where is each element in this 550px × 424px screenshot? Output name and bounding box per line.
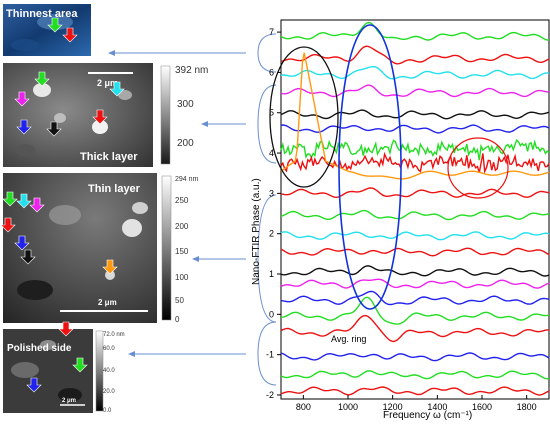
spectrum-line-green — [280, 138, 550, 161]
x-tick-label: 1000 — [338, 402, 358, 412]
thin-cbar-tick: 50 — [175, 296, 184, 305]
spectrum-line-magenta — [280, 278, 550, 289]
polished-colorbar — [95, 330, 104, 412]
panel-thick: 2 μm Thick layer 392 nm 300 200 — [3, 63, 208, 167]
polished-cbar-tick: 40.0 — [103, 368, 115, 374]
connectors — [108, 50, 246, 357]
y-tick-label: 4 — [269, 148, 274, 158]
thin-cbar-tick: 294 nm — [175, 176, 199, 183]
red-arrow-icon — [92, 109, 108, 125]
spectrum-line-green — [280, 209, 550, 221]
spectrum-line-red — [280, 314, 549, 343]
red-arrow-icon — [0, 217, 16, 233]
y-tick-label: 5 — [269, 108, 274, 118]
blue-arrow-icon — [16, 119, 32, 135]
green-arrow-icon — [47, 17, 63, 33]
polished-cbar-tick: 72.0 nm — [103, 332, 125, 338]
thin-cbar-tick: 0 — [175, 315, 180, 324]
polished-scale-bar: 2 μm — [62, 398, 76, 404]
spectrum-line-red — [280, 386, 550, 396]
brackets — [257, 33, 277, 386]
polished-cbar-tick: 0.0 — [103, 408, 112, 414]
black-ellipse-annotation — [269, 46, 339, 188]
y-tick-label: 0 — [269, 309, 274, 319]
x-tick-label: 1400 — [427, 402, 447, 412]
thin-cbar-tick: 200 — [175, 222, 189, 231]
green-arrow-icon — [72, 357, 88, 373]
avg-ring-label: Avg. ring — [331, 334, 366, 344]
spectrum-line-black — [280, 265, 550, 277]
thin-cbar-tick: 150 — [175, 247, 189, 256]
spectrum-line-red — [280, 247, 550, 257]
x-tick-label: 1600 — [472, 402, 492, 412]
thin-scale-bar: 2 μm — [98, 298, 117, 307]
x-axis-ticks: 800 1000 1200 1400 1600 1800 — [296, 395, 537, 412]
spectrum-line-green — [280, 21, 550, 41]
y-tick-label: 6 — [269, 67, 274, 77]
x-tick-label: 1200 — [383, 402, 403, 412]
thinnest-label: Thinnest area — [6, 8, 78, 20]
x-axis-label: Frequency ω (cm⁻¹) — [383, 410, 472, 421]
magenta-arrow-icon — [29, 197, 45, 213]
red-circle-annotation — [447, 137, 509, 199]
chart-annotations: Avg. ring — [269, 24, 509, 344]
thick-cbar-tick: 300 — [177, 99, 194, 110]
spectrum-line-orange — [280, 52, 550, 180]
x-tick-label: 1800 — [517, 402, 537, 412]
thick-scale-bar: 2 μm — [97, 78, 118, 88]
spectrum-line-blue — [280, 290, 550, 306]
panel-thinnest: Thinnest area — [3, 4, 91, 56]
orange-arrow-icon — [102, 259, 118, 275]
thin-cbar-tick: 100 — [175, 273, 189, 282]
black-arrow-icon — [20, 249, 36, 265]
y-tick-label: 2 — [269, 229, 274, 239]
thick-colorbar — [160, 65, 171, 165]
location-arrows — [0, 17, 125, 393]
blue-ellipse-annotation — [338, 24, 402, 310]
panel-polished: Polished side 2 μm 72.0 nm 60.0 40.0 20.… — [3, 329, 125, 414]
cyan-arrow-icon — [109, 81, 125, 97]
thick-cbar-tick: 392 nm — [175, 65, 208, 76]
polished-cbar-tick: 20.0 — [103, 389, 115, 395]
polished-label: Polished side — [7, 343, 72, 354]
spectrum-line-green — [280, 296, 550, 325]
thick-cbar-tick: 200 — [177, 138, 194, 149]
spectrum-line-green — [280, 370, 550, 380]
thin-cbar-tick: 250 — [175, 196, 189, 205]
red-arrow-icon — [58, 321, 74, 337]
green-arrow-icon — [34, 71, 50, 87]
y-tick-label: 1 — [269, 269, 274, 279]
black-arrow-icon — [46, 121, 62, 137]
y-tick-label: 7 — [269, 27, 274, 37]
nano-ftir-chart: -2 -1 0 1 2 3 4 5 6 7 800 1000 1200 1400 1600 1800 Avg… — [251, 19, 550, 421]
panel-thin: Thin layer 2 μm 294 nm 250 200 150 100 5… — [3, 173, 199, 324]
spectrum-line-cyan — [280, 231, 550, 241]
blue-arrow-icon — [26, 377, 42, 393]
spectrum-line-red — [280, 187, 550, 199]
y-tick-label: 3 — [269, 188, 274, 198]
x-tick-label: 800 — [296, 402, 311, 412]
green-arrow-icon — [2, 191, 18, 207]
spectra-series — [280, 21, 550, 396]
magenta-arrow-icon — [14, 91, 30, 107]
thin-colorbar — [161, 175, 172, 321]
blue-arrow-icon — [14, 235, 30, 251]
spectrum-line-red — [280, 45, 550, 65]
y-tick-label: -1 — [266, 350, 274, 360]
y-axis-label: Nano-FTIR Phase (a.u.) — [251, 178, 262, 285]
spectrum-line-magenta — [280, 84, 549, 98]
polished-cbar-tick: 60.0 — [103, 346, 115, 352]
thin-label: Thin layer — [88, 183, 141, 195]
spectrum-line-cyan — [280, 65, 550, 80]
spectrum-line-blue — [280, 124, 550, 134]
y-tick-label: -2 — [266, 390, 274, 400]
red-arrow-icon — [62, 27, 78, 43]
spectrum-line-black — [280, 109, 550, 120]
y-axis-ticks: -2 -1 0 1 2 3 4 5 6 7 — [266, 27, 281, 400]
cyan-arrow-icon — [16, 193, 32, 209]
thick-label: Thick layer — [80, 151, 138, 163]
spectrum-line-blue — [280, 352, 550, 362]
